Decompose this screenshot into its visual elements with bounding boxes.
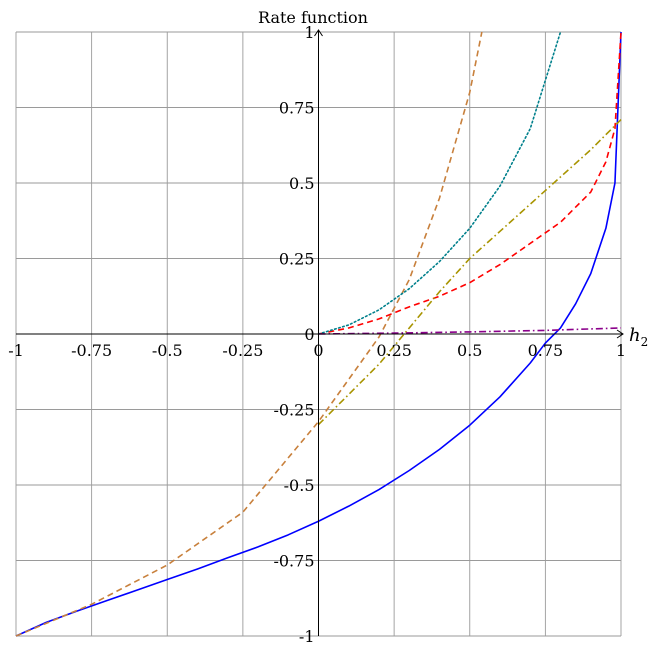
x-tick-label: -0.5 [152, 341, 183, 360]
x-tick-label: -0.75 [71, 341, 112, 360]
y-tick-label: -0.75 [273, 552, 314, 571]
series-line-1 [15, 31, 622, 637]
x-axis-arrowhead [616, 329, 624, 339]
x-tick-label: 1 [616, 341, 626, 360]
series-line-6 [318, 327, 622, 335]
x-axis-label: h2 [629, 325, 648, 349]
x-tick-label: 0.25 [376, 341, 412, 360]
series-layer [15, 31, 622, 637]
x-tick-label: 0.5 [457, 341, 482, 360]
x-tick-label: 0 [313, 341, 323, 360]
y-tick-label: -0.5 [284, 476, 315, 495]
x-tick-label: -0.25 [222, 341, 263, 360]
x-axis-label-subscript: 2 [641, 335, 649, 349]
y-axis-arrowhead [314, 29, 323, 37]
y-tick-label: -1 [299, 627, 315, 646]
y-tick-label: 0.5 [289, 174, 314, 193]
y-tick-label: -0.25 [273, 401, 314, 420]
x-tick-label: 0.75 [528, 341, 564, 360]
tick-labels: -1 -0.75 -0.5 -0.25 0 0.25 0.5 0.75 1 -1 -0.75 -0.5… [8, 23, 626, 646]
y-tick-label: 0 [304, 325, 314, 344]
y-tick-label: 1 [304, 23, 314, 42]
y-tick-label: 0.75 [279, 99, 315, 118]
axes [16, 29, 624, 636]
series-line-3 [318, 31, 622, 335]
x-tick-label: -1 [8, 341, 24, 360]
series-line-4 [317, 31, 562, 335]
series-line-5 [317, 119, 622, 426]
y-axis-label: Rate function [258, 8, 368, 27]
y-tick-label: 0.25 [279, 250, 315, 269]
